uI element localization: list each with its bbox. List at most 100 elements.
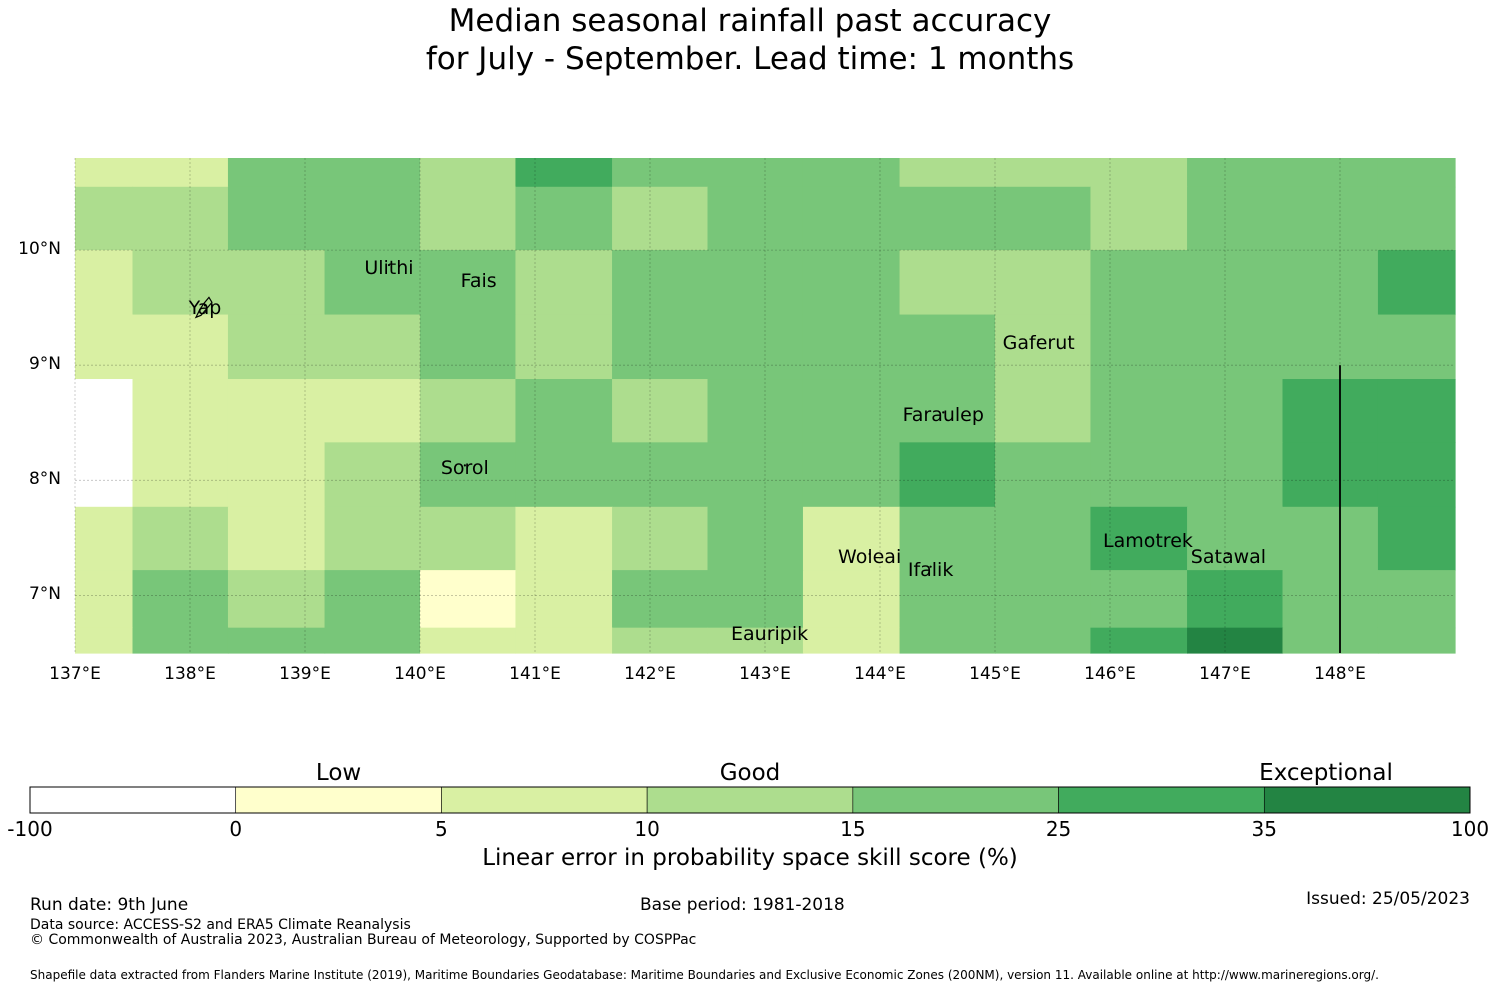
colorbar-segment: [646, 786, 854, 814]
grid-cell: [1090, 314, 1188, 380]
grid-cell: [1090, 158, 1188, 188]
grid-cell: [995, 627, 1092, 654]
grid-cell: [324, 627, 421, 654]
grid-cell: [899, 627, 996, 654]
grid-cell: [612, 314, 709, 380]
grid-cell: [75, 442, 134, 508]
grid-cell: [75, 158, 134, 188]
grid-cell: [420, 506, 517, 571]
grid-cell: [1282, 570, 1379, 629]
place-label: Sorol: [440, 457, 489, 480]
grid-cell: [324, 158, 421, 188]
island-marker: [768, 630, 771, 633]
colorbar-segment: [235, 786, 442, 814]
place-label: Gaferut: [1002, 331, 1075, 354]
island-marker: [387, 263, 391, 267]
island-marker: [203, 304, 207, 307]
grid-cell: [1090, 570, 1188, 629]
island-marker: [1227, 552, 1230, 556]
place-label: Ifalik: [907, 558, 954, 581]
grid-cell: [1377, 627, 1456, 654]
grid-cell: [802, 570, 901, 629]
place-label: Lamotrek: [1102, 529, 1193, 552]
grid-cell: [899, 250, 996, 316]
grid-cell: [75, 570, 134, 629]
x-tick-label: 145°E: [969, 664, 1021, 684]
data-source: Data source: ACCESS-S2 and ERA5 Climate …: [30, 917, 411, 933]
y-tick-label: 9°N: [28, 354, 61, 375]
grid-cell: [132, 442, 229, 508]
grid-cell: [75, 314, 134, 380]
grid-cell: [75, 379, 134, 443]
place-label: Fais: [460, 269, 497, 292]
grid-cell: [1090, 506, 1188, 571]
x-tick-label: 146°E: [1084, 664, 1136, 684]
yap-island-outline: [194, 296, 213, 319]
grid-cell: [1377, 158, 1456, 188]
grid-cell: [515, 570, 613, 629]
island-marker: [942, 411, 945, 414]
grid-cell: [802, 379, 901, 443]
grid-cell: [1377, 379, 1456, 443]
island-marker: [1146, 536, 1150, 539]
colorbar-category-label: Low: [315, 760, 362, 786]
grid-cell: [420, 250, 517, 316]
grid-cell: [515, 506, 613, 571]
grid-cell: [1187, 627, 1284, 654]
grid-cell: [899, 158, 996, 188]
grid-cell: [1282, 379, 1379, 443]
island-marker: [1037, 338, 1040, 341]
grid-cell: [515, 314, 613, 380]
grid-cell: [612, 570, 709, 629]
x-tick-label: 139°E: [279, 664, 331, 684]
grid-cell: [1377, 442, 1456, 508]
grid-cell: [1090, 186, 1188, 251]
grid-cell: [132, 314, 229, 380]
island-marker: [477, 276, 480, 279]
grid-cell: [515, 250, 613, 316]
grid-cell: [1377, 314, 1456, 380]
grid-cell: [1187, 506, 1284, 571]
colorbar-tick-label: 5: [435, 817, 448, 841]
grid-cell: [420, 627, 517, 654]
grid-cell: [1282, 186, 1379, 251]
grid-cell: [132, 250, 229, 316]
grid-cell: [707, 250, 804, 316]
colorbar-tick-label: 10: [634, 817, 660, 841]
grid-cell: [707, 506, 804, 571]
grid-cell: [324, 186, 421, 251]
grid-cell: [899, 186, 996, 251]
grid-cell: [324, 379, 421, 443]
grid-cell: [227, 158, 326, 188]
x-tick-label: 144°E: [854, 664, 906, 684]
colorbar-tick-label: 25: [1045, 817, 1072, 841]
grid-cell: [612, 158, 709, 188]
grid-cell: [324, 506, 421, 571]
grid-cell: [612, 506, 709, 571]
x-tick-label: 142°E: [624, 664, 676, 684]
grid-cell: [1187, 250, 1284, 316]
grid-cell: [899, 314, 996, 380]
grid-cell: [227, 250, 326, 316]
grid-cell: [995, 186, 1092, 251]
grid-cell: [899, 379, 996, 443]
grid-cell: [1282, 506, 1379, 571]
grid-cell: [227, 506, 326, 571]
grid-cell: [707, 379, 804, 443]
grid-cell: [132, 506, 229, 571]
grid-cell: [707, 186, 804, 251]
colorbar-category-label: Exceptional: [1259, 760, 1393, 786]
grid-cell: [1090, 250, 1188, 316]
grid-cell: [1187, 442, 1284, 508]
x-tick-label: 147°E: [1199, 664, 1251, 684]
island-marker: [868, 552, 871, 556]
grid-cell: [802, 506, 901, 571]
grid-cell: [995, 442, 1092, 508]
grid-cell: [995, 250, 1092, 316]
colorbar-frame: [29, 786, 1471, 814]
grid-cell: [420, 379, 517, 443]
y-tick-label: 7°N: [28, 584, 61, 605]
grid-cell: [324, 314, 421, 380]
x-tick-label: 140°E: [394, 664, 446, 684]
grid-cell: [1282, 314, 1379, 380]
